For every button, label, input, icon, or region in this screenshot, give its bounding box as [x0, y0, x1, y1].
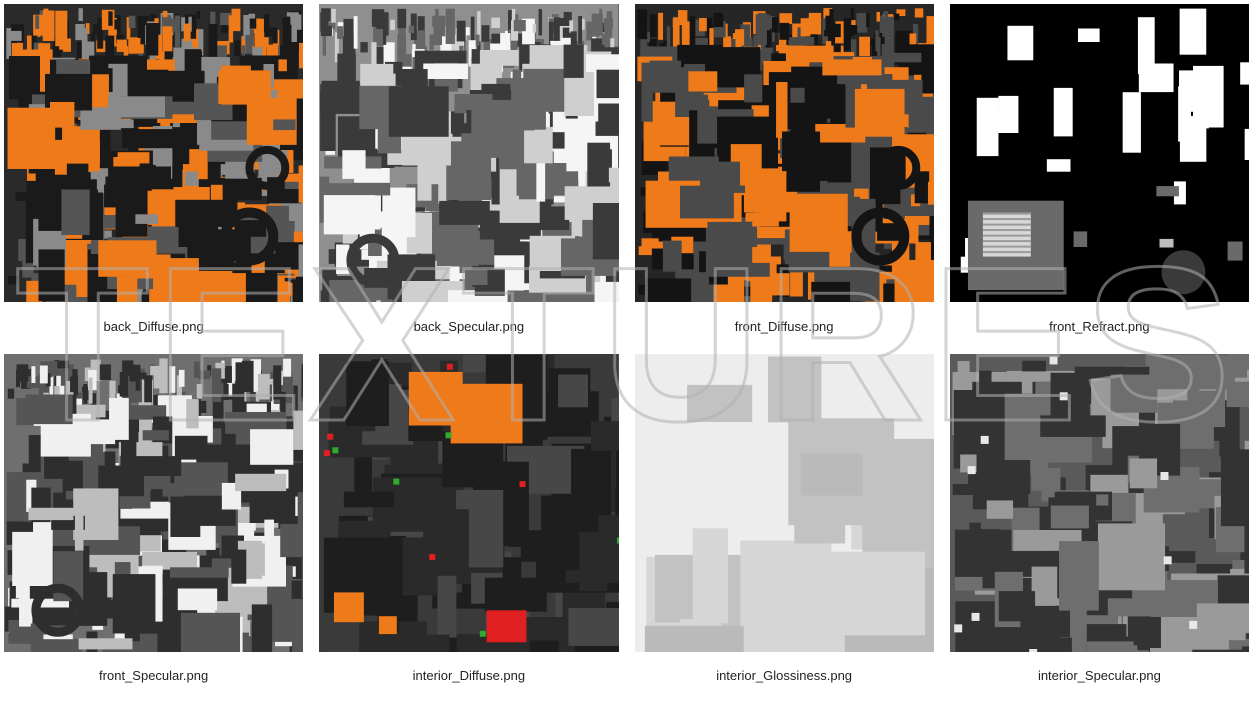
gallery-tile[interactable] — [635, 354, 934, 653]
texture-thumbnail[interactable] — [635, 4, 934, 302]
file-label: back_Diffuse.png — [4, 313, 303, 344]
gallery-tile[interactable] — [950, 354, 1249, 653]
texture-thumbnail[interactable] — [4, 354, 303, 652]
gallery-tile[interactable] — [4, 4, 303, 303]
gallery-tile[interactable] — [950, 4, 1249, 303]
file-label: front_Specular.png — [4, 662, 303, 693]
gallery-tile[interactable] — [635, 4, 934, 303]
file-label: interior_Specular.png — [950, 662, 1249, 693]
file-label: front_Refract.png — [950, 313, 1249, 344]
texture-thumbnail[interactable] — [4, 4, 303, 302]
texture-thumbnail[interactable] — [950, 4, 1249, 302]
file-label: back_Specular.png — [319, 313, 618, 344]
texture-gallery: back_Diffuse.png back_Specular.png front… — [0, 0, 1253, 705]
texture-thumbnail[interactable] — [319, 354, 618, 652]
texture-thumbnail[interactable] — [950, 354, 1249, 652]
gallery-tile[interactable] — [4, 354, 303, 653]
gallery-tile[interactable] — [319, 354, 618, 653]
texture-thumbnail[interactable] — [635, 354, 934, 652]
file-label: interior_Diffuse.png — [319, 662, 618, 693]
gallery-tile[interactable] — [319, 4, 618, 303]
file-label: interior_Glossiness.png — [635, 662, 934, 693]
file-label: front_Diffuse.png — [635, 313, 934, 344]
texture-thumbnail[interactable] — [319, 4, 618, 302]
